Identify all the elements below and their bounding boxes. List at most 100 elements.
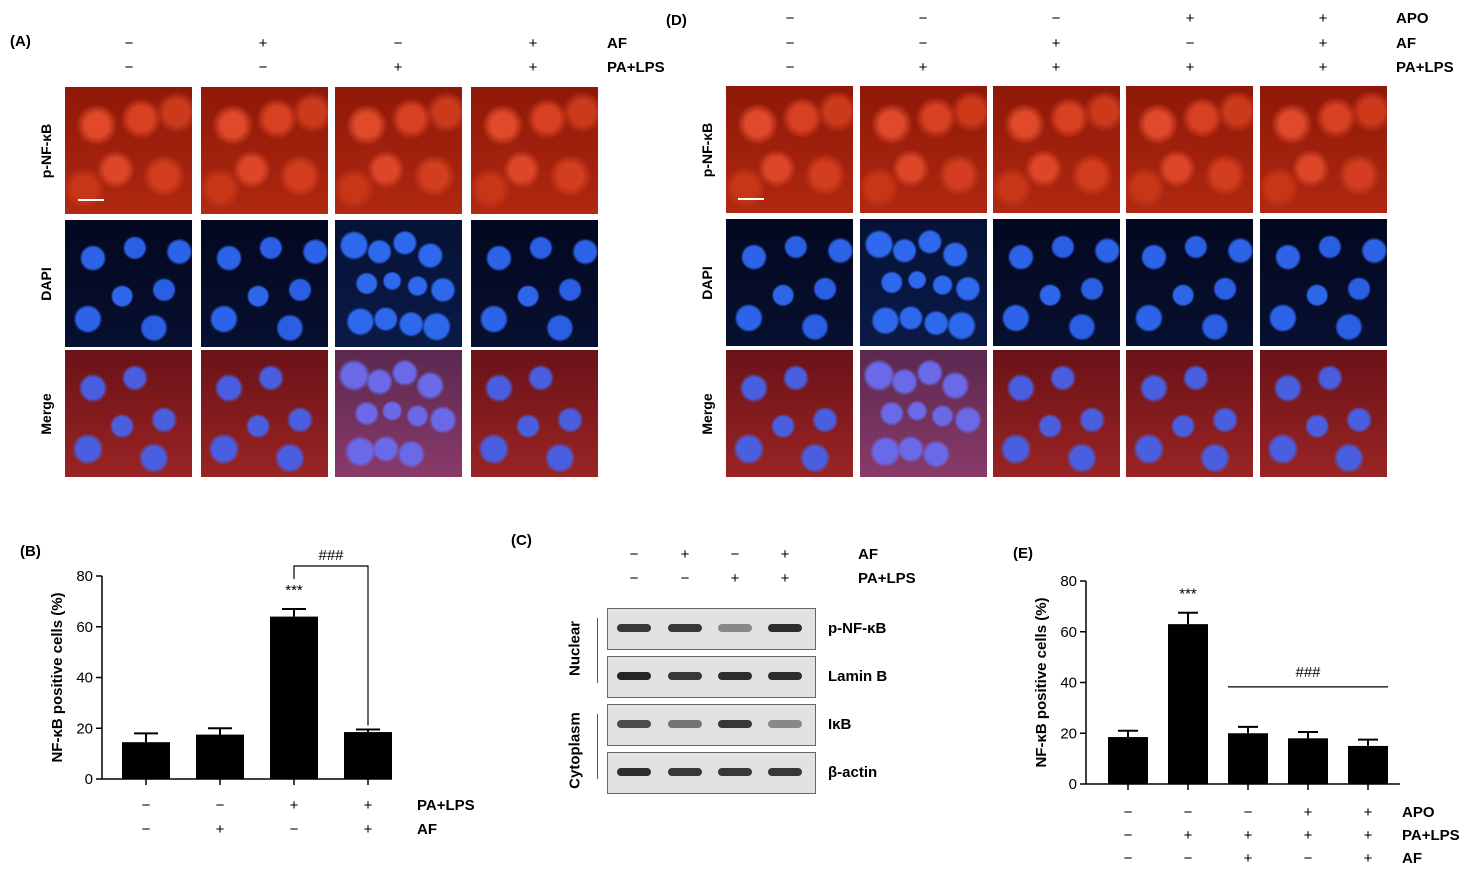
micrograph-red — [335, 87, 462, 214]
row-label: p-NF-κB — [699, 122, 715, 177]
micrograph-red — [1126, 86, 1253, 213]
condition-sign: + — [528, 35, 538, 52]
blot-label: Lamin B — [828, 668, 888, 685]
micrograph-red — [993, 86, 1120, 213]
significance-label: ### — [1295, 664, 1321, 681]
condition-sign: + — [1364, 804, 1373, 821]
condition-label: AF — [1402, 850, 1422, 867]
condition-label: APO — [1396, 10, 1429, 27]
y-tick-label: 80 — [76, 568, 93, 585]
condition-sign: − — [1184, 850, 1193, 867]
micrograph-blue — [335, 220, 462, 347]
group-line — [597, 714, 598, 779]
condition-sign: − — [785, 59, 795, 76]
scale-bar — [738, 198, 764, 200]
panel-b-letter: (B) — [20, 543, 41, 560]
condition-sign: − — [1124, 850, 1133, 867]
condition-sign: + — [1244, 827, 1253, 844]
micrograph-merge — [1260, 350, 1387, 477]
condition-label: AF — [607, 35, 627, 52]
condition-sign: + — [780, 570, 790, 587]
bar — [1288, 738, 1328, 784]
micrograph-merge — [201, 350, 328, 477]
y-tick-label: 80 — [1060, 573, 1077, 590]
y-tick-label: 60 — [76, 619, 93, 636]
condition-sign: − — [785, 10, 795, 27]
protein-band — [617, 768, 651, 776]
micrograph-blue — [1260, 219, 1387, 346]
condition-sign: − — [393, 35, 403, 52]
micrograph-merge — [335, 350, 462, 477]
condition-sign: − — [730, 546, 740, 563]
comparison-bracket — [293, 565, 369, 726]
condition-sign: + — [1184, 827, 1193, 844]
panel-b-bar-chart: 0 20 40 60 80 NF-κB positive cells (%) *** ### −… — [49, 547, 475, 838]
protein-band — [668, 768, 702, 776]
condition-label: AF — [417, 821, 437, 838]
condition-sign: + — [1304, 827, 1313, 844]
row-label: p-NF-κB — [38, 123, 54, 178]
bar — [344, 732, 392, 779]
condition-sign: + — [780, 546, 790, 563]
condition-label: AF — [1396, 35, 1416, 52]
condition-sign: − — [1304, 850, 1313, 867]
micrograph-blue — [860, 219, 987, 346]
condition-sign: − — [1244, 804, 1253, 821]
bar — [1108, 737, 1148, 784]
condition-sign: + — [1364, 827, 1373, 844]
condition-label: PA+LPS — [1402, 827, 1460, 844]
condition-sign: + — [364, 797, 373, 814]
condition-sign: + — [393, 59, 403, 76]
protein-band — [668, 624, 702, 632]
protein-band — [617, 624, 651, 632]
protein-band — [718, 624, 752, 632]
micrograph-red — [726, 86, 853, 213]
y-axis-label: NF-κB positive cells (%) — [1033, 597, 1050, 767]
y-tick-label: 0 — [1069, 776, 1077, 793]
condition-sign: + — [1185, 59, 1195, 76]
condition-sign: + — [258, 35, 268, 52]
micrograph-blue — [993, 219, 1120, 346]
protein-band — [617, 720, 651, 728]
condition-sign: − — [290, 821, 299, 838]
micrograph-merge — [65, 350, 192, 477]
row-label: DAPI — [699, 265, 715, 300]
micrograph-merge — [726, 350, 853, 477]
condition-sign: + — [1051, 35, 1061, 52]
y-axis-label: NF-κB positive cells (%) — [49, 592, 66, 762]
bar — [1348, 745, 1388, 784]
y-tick-label: 20 — [76, 720, 93, 737]
significance-label: *** — [285, 582, 303, 599]
bar — [1168, 624, 1208, 784]
panel-c-letter: (C) — [511, 532, 532, 549]
condition-sign: − — [918, 10, 928, 27]
condition-sign: − — [918, 35, 928, 52]
micrograph-blue — [65, 220, 192, 347]
protein-band — [718, 768, 752, 776]
condition-sign: + — [290, 797, 299, 814]
micrograph-red — [201, 87, 328, 214]
condition-sign: + — [1304, 804, 1313, 821]
micrograph-merge — [860, 350, 987, 477]
group-label-cytoplasm: Cytoplasm — [566, 712, 584, 789]
protein-band — [768, 672, 802, 680]
condition-sign: − — [629, 570, 639, 587]
protein-band — [617, 672, 651, 680]
condition-sign: + — [1185, 10, 1195, 27]
micrograph-blue — [1126, 219, 1253, 346]
condition-sign: + — [680, 546, 690, 563]
condition-sign: − — [1124, 804, 1133, 821]
condition-sign: − — [124, 59, 134, 76]
condition-sign: − — [785, 35, 795, 52]
y-tick-label: 0 — [85, 771, 93, 788]
protein-band — [668, 720, 702, 728]
panel-a-letter: (A) — [10, 33, 31, 50]
micrograph-merge — [471, 350, 598, 477]
condition-label: AF — [858, 546, 878, 563]
condition-sign: − — [1184, 804, 1193, 821]
condition-sign: − — [1185, 35, 1195, 52]
condition-label: APO — [1402, 804, 1435, 821]
condition-sign: + — [730, 570, 740, 587]
protein-band — [668, 672, 702, 680]
blot-label: β-actin — [828, 764, 878, 781]
